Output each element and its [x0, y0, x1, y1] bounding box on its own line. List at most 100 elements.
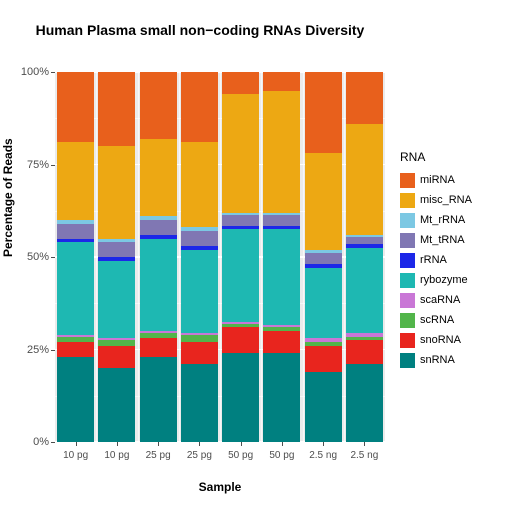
legend-swatch [400, 273, 415, 288]
legend-key [400, 273, 415, 288]
legend-item: rRNA [400, 250, 472, 270]
bar-segment-rybozyme [222, 229, 259, 322]
gridline-minor [261, 72, 262, 442]
y-tick-label: 25% [9, 344, 49, 356]
x-tick-label: 25 pg [187, 450, 212, 461]
bar-segment-miRNA [140, 72, 177, 139]
legend-key [400, 293, 415, 308]
legend-key [400, 253, 415, 268]
bar-segment-misc_RNA [305, 153, 342, 249]
legend: RNA miRNA misc_RNA Mt_rRNA Mt_tRNA rRNA ryboz… [400, 150, 472, 370]
bar-segment-snoRNA [346, 340, 383, 364]
y-tick-mark [51, 72, 55, 73]
y-tick-label: 50% [9, 251, 49, 263]
y-axis-label: Percentage of Reads [1, 138, 15, 257]
x-tick-mark [241, 442, 242, 446]
bar-segment-miRNA [222, 72, 259, 94]
legend-swatch [400, 193, 415, 208]
legend-item: snoRNA [400, 330, 472, 350]
legend-swatch [400, 313, 415, 328]
legend-item: Mt_tRNA [400, 230, 472, 250]
legend-label: Mt_rRNA [420, 214, 465, 226]
chart-title: Human Plasma small non−coding RNAs Diver… [0, 22, 400, 38]
x-axis-label: Sample [55, 480, 385, 494]
legend-swatch [400, 213, 415, 228]
bar-segment-snoRNA [57, 342, 94, 357]
x-tick-mark [323, 442, 324, 446]
bar-segment-snoRNA [222, 327, 259, 353]
bar-segment-misc_RNA [222, 94, 259, 212]
legend-label: snoRNA [420, 334, 461, 346]
y-tick-label: 75% [9, 159, 49, 171]
bar-segment-snRNA [181, 364, 218, 442]
legend-swatch [400, 233, 415, 248]
bar [222, 72, 259, 442]
legend-key [400, 353, 415, 368]
bar-segment-snoRNA [181, 342, 218, 364]
gridline-minor [179, 72, 180, 442]
bar [263, 72, 300, 442]
bar-segment-rybozyme [140, 239, 177, 332]
bar-segment-Mt_tRNA [57, 224, 94, 239]
y-tick-label: 100% [9, 66, 49, 78]
legend-label: rRNA [420, 254, 447, 266]
x-tick-mark [199, 442, 200, 446]
legend-item: misc_RNA [400, 190, 472, 210]
legend-item: scaRNA [400, 290, 472, 310]
x-tick-mark [364, 442, 365, 446]
bar [57, 72, 94, 442]
bar [181, 72, 218, 442]
legend-label: miRNA [420, 174, 455, 186]
x-tick-mark [282, 442, 283, 446]
x-tick-mark [158, 442, 159, 446]
bar [98, 72, 135, 442]
legend-label: Mt_tRNA [420, 234, 465, 246]
bar [305, 72, 342, 442]
bar-segment-Mt_tRNA [263, 215, 300, 226]
legend-label: scRNA [420, 314, 454, 326]
bar-segment-misc_RNA [181, 142, 218, 227]
bar-segment-snoRNA [263, 331, 300, 353]
gridline-minor [344, 72, 345, 442]
bar-segment-rybozyme [305, 268, 342, 338]
legend-label: scaRNA [420, 294, 460, 306]
bar-segment-Mt_tRNA [98, 242, 135, 257]
gridline-minor [96, 72, 97, 442]
legend-label: rybozyme [420, 274, 468, 286]
bar-segment-rybozyme [346, 248, 383, 333]
bar-segment-snoRNA [140, 338, 177, 357]
y-tick-mark [51, 165, 55, 166]
legend-item: scRNA [400, 310, 472, 330]
legend-key [400, 213, 415, 228]
bar-segment-Mt_tRNA [222, 215, 259, 226]
legend-item: snRNA [400, 350, 472, 370]
y-tick-mark [51, 350, 55, 351]
legend-label: misc_RNA [420, 194, 472, 206]
bar-segment-snoRNA [305, 346, 342, 372]
bar-segment-misc_RNA [346, 124, 383, 235]
legend-title: RNA [400, 150, 472, 164]
bar-segment-rybozyme [263, 229, 300, 325]
x-tick-label: 2.5 ng [309, 450, 337, 461]
bar [140, 72, 177, 442]
bar-segment-snRNA [346, 364, 383, 442]
legend-item: miRNA [400, 170, 472, 190]
legend-label: snRNA [420, 354, 455, 366]
gridline-minor [138, 72, 139, 442]
x-tick-label: 50 pg [269, 450, 294, 461]
legend-key [400, 333, 415, 348]
bar-segment-snRNA [57, 357, 94, 442]
bar-segment-Mt_tRNA [140, 220, 177, 235]
legend-key [400, 173, 415, 188]
bar-segment-rybozyme [57, 242, 94, 335]
bar-segment-miRNA [263, 72, 300, 91]
bar-segment-rybozyme [181, 250, 218, 333]
bar-segment-snRNA [305, 372, 342, 442]
bar-segment-snRNA [263, 353, 300, 442]
legend-swatch [400, 353, 415, 368]
bar-segment-miRNA [181, 72, 218, 142]
bar-segment-miRNA [98, 72, 135, 146]
legend-swatch [400, 333, 415, 348]
bar-segment-misc_RNA [140, 139, 177, 217]
x-tick-mark [117, 442, 118, 446]
